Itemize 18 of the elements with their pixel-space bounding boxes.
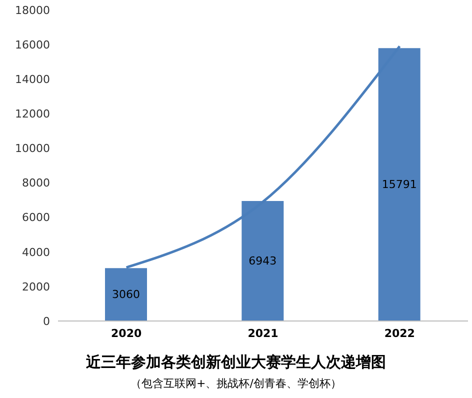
y-tick-label: 2000 bbox=[22, 280, 50, 294]
x-tick-label: 2022 bbox=[384, 326, 415, 340]
y-tick-label: 4000 bbox=[22, 246, 50, 259]
x-tick-label: 2021 bbox=[248, 326, 278, 340]
data-label: 6943 bbox=[248, 254, 277, 268]
y-tick-label: 14000 bbox=[15, 73, 50, 86]
y-tick-label: 6000 bbox=[22, 211, 50, 224]
y-tick-label: 8000 bbox=[22, 176, 50, 190]
y-tick-label: 18000 bbox=[15, 4, 50, 17]
y-tick-label: 16000 bbox=[15, 38, 50, 52]
y-tick-label: 0 bbox=[43, 314, 50, 328]
x-tick-label: 2020 bbox=[111, 326, 142, 340]
text: （包含互联网+、挑战杯/创青春、学创杯） bbox=[130, 376, 342, 391]
y-tick-label: 12000 bbox=[15, 108, 50, 121]
data-label: 3060 bbox=[112, 288, 140, 302]
y-tick-label: 10000 bbox=[15, 142, 50, 156]
text: 近三年参加各类创新创业大赛学生人次递增图 bbox=[85, 353, 387, 372]
data-label: 15791 bbox=[382, 178, 417, 192]
